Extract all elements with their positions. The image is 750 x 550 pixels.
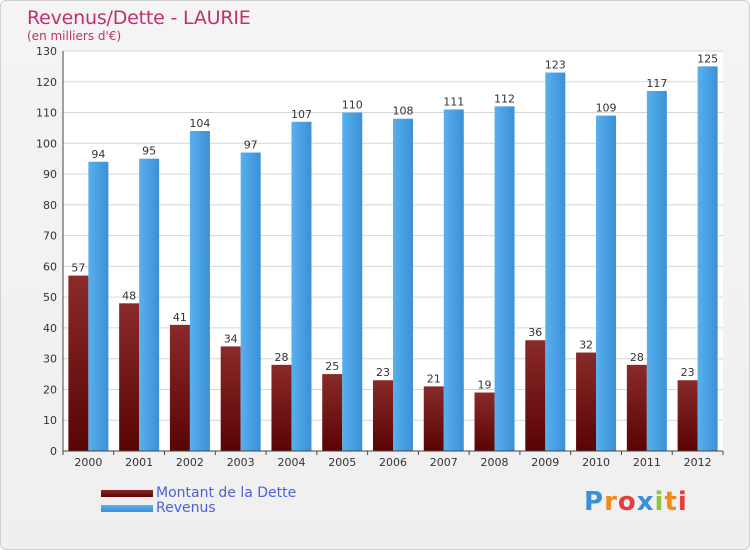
y-tick-label: 80 [43, 199, 57, 212]
bar-revenus [697, 66, 718, 451]
logo-letter: P [584, 487, 605, 517]
x-tick-label: 2003 [227, 456, 255, 469]
chart-title: Revenus/Dette - LAURIE [27, 7, 251, 29]
legend-swatch-revenus [101, 505, 153, 512]
data-label-revenus: 112 [494, 92, 515, 105]
data-label-debt: 41 [173, 311, 187, 324]
data-label-revenus: 97 [244, 139, 258, 152]
bar-revenus [342, 112, 363, 452]
bar-debt [68, 275, 89, 451]
data-label-debt: 23 [376, 366, 390, 379]
y-tick-label: 70 [43, 230, 57, 243]
y-tick-label: 30 [43, 353, 57, 366]
data-label-revenus: 109 [596, 102, 617, 115]
x-tick-label: 2001 [125, 456, 153, 469]
bar-debt [525, 340, 546, 451]
data-label-debt: 34 [224, 332, 238, 345]
x-tick-label: 2009 [531, 456, 559, 469]
bar-revenus [443, 109, 464, 451]
bar-debt [271, 364, 292, 451]
y-tick-label: 20 [43, 383, 57, 396]
bar-revenus [139, 158, 160, 451]
y-tick-label: 10 [43, 414, 57, 427]
x-tick-label: 2005 [328, 456, 356, 469]
x-tick-label: 2008 [481, 456, 509, 469]
y-tick-label: 120 [36, 76, 57, 89]
data-label-revenus: 104 [189, 117, 210, 130]
bar-debt [220, 346, 241, 451]
data-label-revenus: 123 [545, 59, 566, 72]
y-tick-label: 50 [43, 291, 57, 304]
proxiti-logo: Proxiti [584, 487, 688, 517]
data-label-debt: 19 [478, 379, 492, 392]
bar-debt [576, 352, 597, 451]
data-label-debt: 28 [630, 351, 644, 364]
bar-revenus [393, 118, 413, 451]
logo-letter: i [677, 487, 688, 517]
bar-debt [169, 324, 190, 451]
data-label-debt: 36 [528, 326, 542, 339]
logo-letter: o [617, 487, 637, 517]
logo-letter: r [604, 487, 618, 517]
x-tick-label: 2007 [430, 456, 458, 469]
x-tick-label: 2000 [74, 456, 102, 469]
data-label-revenus: 110 [342, 99, 363, 112]
data-label-debt: 32 [579, 339, 593, 352]
y-tick-label: 100 [36, 137, 57, 150]
legend-swatch-debt [101, 490, 153, 497]
bar-revenus [240, 152, 261, 452]
data-label-revenus: 94 [91, 148, 105, 161]
y-tick-label: 0 [50, 445, 57, 458]
data-label-revenus: 108 [393, 105, 414, 118]
legend-label-revenus: Revenus [156, 500, 216, 516]
y-tick-label: 130 [36, 45, 57, 58]
data-label-debt: 23 [681, 366, 695, 379]
data-label-debt: 28 [274, 351, 288, 364]
bar-debt [677, 380, 698, 451]
x-tick-label: 2004 [277, 456, 305, 469]
logo-letter: t [664, 487, 678, 517]
data-label-revenus: 111 [443, 95, 464, 108]
bar-debt [119, 303, 140, 451]
data-label-revenus: 107 [291, 108, 312, 121]
x-tick-label: 2006 [379, 456, 407, 469]
y-tick-label: 60 [43, 260, 57, 273]
logo-letter: i [654, 487, 665, 517]
bar-revenus [88, 161, 109, 451]
x-tick-label: 2002 [176, 456, 204, 469]
x-tick-label: 2012 [684, 456, 712, 469]
bar-revenus [646, 91, 667, 451]
logo-letter: x [636, 487, 655, 517]
bar-debt [423, 386, 444, 451]
bar-revenus [291, 121, 312, 452]
data-label-revenus: 125 [697, 52, 718, 65]
bar-debt [373, 380, 393, 451]
bar-revenus [494, 106, 515, 451]
bar-revenus [545, 72, 566, 452]
bar-debt [474, 392, 495, 451]
data-label-debt: 25 [325, 360, 339, 373]
bar-revenus [189, 131, 210, 451]
data-label-revenus: 95 [142, 145, 156, 158]
y-tick-label: 90 [43, 168, 57, 181]
data-label-debt: 48 [122, 289, 136, 302]
bar-revenus [596, 115, 617, 451]
data-label-debt: 21 [427, 372, 441, 385]
bar-debt [626, 364, 647, 451]
y-tick-label: 110 [36, 107, 57, 120]
bar-debt [322, 374, 343, 451]
data-label-revenus: 117 [646, 77, 667, 90]
x-tick-label: 2010 [582, 456, 610, 469]
legend-label-debt: Montant de la Dette [156, 485, 297, 501]
chart-subtitle: (en milliers d'€) [27, 29, 122, 43]
y-tick-label: 40 [43, 322, 57, 335]
data-label-debt: 57 [71, 262, 85, 275]
x-tick-label: 2011 [633, 456, 661, 469]
